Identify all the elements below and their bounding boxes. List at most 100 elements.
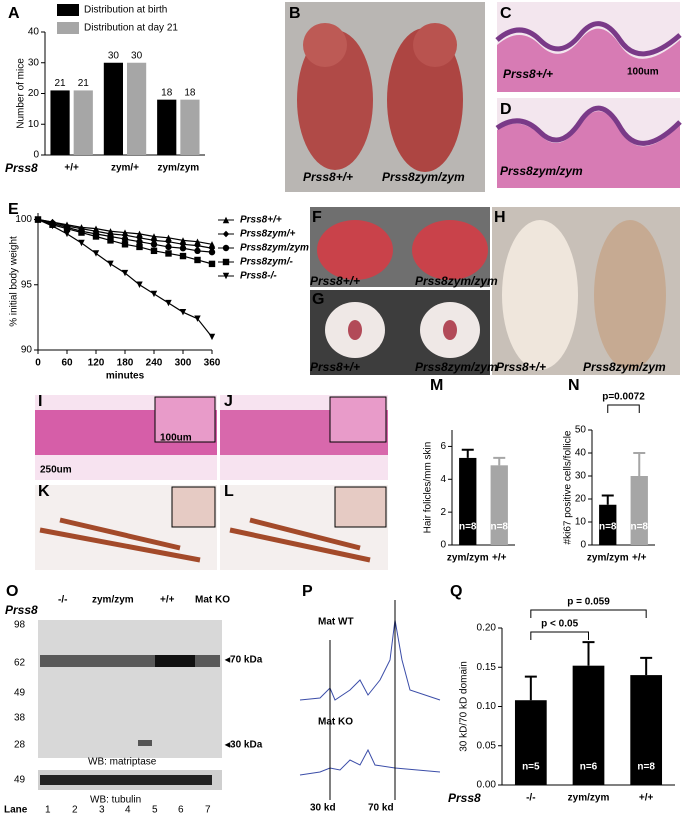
blot-group: zym/zym <box>92 595 134 606</box>
error-bar <box>524 675 537 701</box>
marker <box>194 315 201 322</box>
genotype-label: Prss8+/+ <box>310 274 360 288</box>
marker <box>194 238 201 245</box>
marker <box>150 241 158 248</box>
scale-bar-label: 250um <box>40 465 72 476</box>
marker <box>194 256 201 264</box>
marker <box>150 290 158 298</box>
marker <box>121 235 129 243</box>
genotype-label: Prss8zym/zym <box>382 170 465 184</box>
x-tick-label: zym/+ <box>111 163 139 174</box>
y-tick-label: 30 <box>28 57 40 68</box>
photo-b <box>285 2 485 192</box>
error-bar <box>582 641 595 666</box>
legend-label: Distribution at birth <box>84 5 167 16</box>
marker <box>150 237 158 244</box>
y-tick-label: 50 <box>575 425 587 436</box>
y-axis-title: % initial body weight <box>9 236 20 327</box>
x-tick-label: 120 <box>88 358 105 369</box>
bar <box>514 700 547 785</box>
bar <box>630 476 648 545</box>
trace-label: Mat KO <box>318 717 353 728</box>
data-label: 18 <box>161 87 173 98</box>
photo-d <box>495 98 682 188</box>
x-tick-label: +/+ <box>632 553 647 564</box>
marker <box>222 230 230 238</box>
y-axis-title: Number of mice <box>16 58 27 129</box>
panel-letter: E <box>8 201 19 218</box>
marker <box>165 243 172 251</box>
y-tick-label: 0.15 <box>477 662 497 673</box>
marker <box>136 230 143 238</box>
x-tick-label: zym/zym <box>587 553 629 564</box>
y-tick-label: 0 <box>440 540 446 551</box>
marker <box>194 247 201 255</box>
bar <box>50 90 70 155</box>
y-tick-label: 0 <box>580 540 586 551</box>
y-tick-label: 10 <box>28 119 40 130</box>
photo-c <box>495 2 682 92</box>
lane-title: Lane <box>4 805 28 816</box>
marker <box>222 244 230 252</box>
panel-letter: O <box>6 583 18 600</box>
legend-label: Distribution at day 21 <box>84 23 178 34</box>
data-label: 30 <box>108 50 120 61</box>
legend-swatch <box>57 4 79 16</box>
x-tick-label: zym/zym <box>447 553 489 564</box>
panel-letter: C <box>500 5 512 22</box>
y-tick-label: 4 <box>440 474 446 485</box>
marker <box>136 243 143 251</box>
x-tick-label: 300 <box>175 358 192 369</box>
marker <box>222 216 230 224</box>
marker <box>222 272 230 280</box>
y-tick-label: 100 <box>15 214 32 225</box>
x-tick-label: 0 <box>35 358 41 369</box>
lane-number: 4 <box>125 805 131 816</box>
genotype-label: Prss8zym/zym <box>415 274 498 288</box>
y-tick-label: 6 <box>440 441 446 452</box>
genotype-label: Prss8zym/zym <box>500 164 583 178</box>
marker <box>136 238 143 245</box>
bracket <box>530 631 589 640</box>
mw-marker: 38 <box>14 713 26 724</box>
x-tick-label: +/+ <box>492 553 507 564</box>
y-tick-label: 20 <box>575 494 587 505</box>
blot <box>38 620 222 790</box>
photo-g <box>310 290 490 375</box>
mw-marker: 98 <box>14 620 26 631</box>
panel-letter: L <box>224 483 234 500</box>
size-label: 70 kd <box>368 803 394 814</box>
genotype-label: Prss8+/+ <box>310 360 360 374</box>
marker <box>208 248 216 256</box>
bar-label: n=8 <box>599 522 617 533</box>
marker <box>179 245 187 252</box>
bar <box>180 99 200 155</box>
panel-letter: B <box>289 5 301 22</box>
bar <box>157 99 177 155</box>
x-tick-label: -/- <box>526 793 535 804</box>
lane-number: 1 <box>45 805 51 816</box>
marker <box>194 242 201 249</box>
panel-letter: F <box>312 209 322 226</box>
trace-label: Mat WT <box>318 617 354 628</box>
x-tick-label: 180 <box>117 358 134 369</box>
x-tick-label: zym/zym <box>568 793 610 804</box>
bar-label: n=8 <box>459 522 477 533</box>
blot-group: +/+ <box>160 595 175 606</box>
profile <box>299 600 441 800</box>
marker <box>121 269 129 277</box>
y-axis-title: 30 kD/70 kD domain <box>459 661 470 752</box>
y-tick-label: 40 <box>575 448 587 459</box>
marker <box>92 250 100 257</box>
bar <box>572 665 605 785</box>
marker <box>222 258 230 266</box>
size-label: 30 kd <box>310 803 336 814</box>
bar <box>630 675 663 785</box>
marker <box>150 233 158 240</box>
bar <box>103 62 123 155</box>
panel-letter: Q <box>450 583 462 600</box>
y-tick-label: 0.05 <box>477 740 497 751</box>
marker <box>208 333 216 341</box>
legend-label: Prss8-/- <box>240 271 277 282</box>
